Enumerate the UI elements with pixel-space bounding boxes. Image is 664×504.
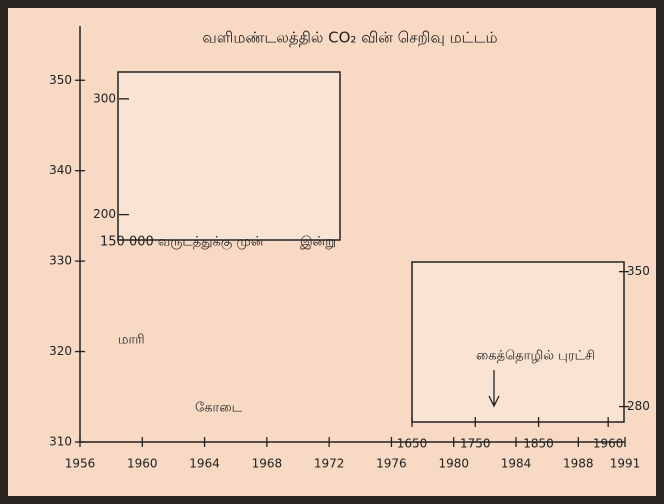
y-tick-label: 330 [49, 254, 72, 268]
y-tick-label: 320 [49, 344, 72, 358]
x-tick-label: 1750 [460, 437, 491, 451]
x-tick-label: 1960 [593, 437, 624, 451]
annotation: மாரி [118, 333, 145, 348]
x-tick-label: 1976 [376, 457, 407, 471]
y-tick-label: 350 [627, 264, 650, 278]
inset-frame [118, 72, 340, 240]
x-tick-label: 1988 [563, 457, 594, 471]
y-tick-label: 350 [49, 73, 72, 87]
annotation: கோடை [195, 401, 243, 416]
annotation: இன்று [300, 235, 336, 250]
y-tick-label: 200 [93, 207, 116, 221]
chart: வளிமண்டலத்தில் CO₂ வின் செறிவு மட்டம் 31… [0, 0, 664, 504]
x-tick-label: 1968 [252, 457, 283, 471]
y-tick-label: 300 [93, 91, 116, 105]
x-tick-label: 1991 [610, 457, 641, 471]
x-tick-label: 1980 [438, 457, 469, 471]
x-tick-label: 1960 [127, 457, 158, 471]
annotation: 150 000 வருடத்துக்கு முன் [100, 235, 264, 250]
x-tick-label: 1956 [65, 457, 96, 471]
x-tick-label: 1850 [523, 437, 554, 451]
x-tick-label: 1650 [397, 437, 428, 451]
y-tick-label: 310 [49, 435, 72, 449]
annotation: கைத்தொழில் புரட்சி [476, 349, 595, 364]
x-tick-label: 1984 [501, 457, 532, 471]
y-tick-label: 280 [627, 399, 650, 413]
y-tick-label: 340 [49, 163, 72, 177]
chart-title: வளிமண்டலத்தில் CO₂ வின் செறிவு மட்டம் [202, 29, 497, 47]
x-tick-label: 1972 [314, 457, 345, 471]
inset-frame [412, 262, 624, 422]
x-tick-label: 1964 [189, 457, 220, 471]
